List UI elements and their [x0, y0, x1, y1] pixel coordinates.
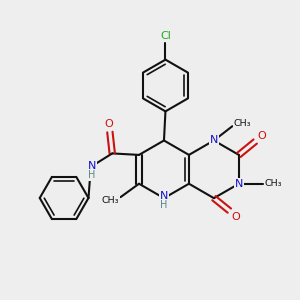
Text: Cl: Cl	[160, 32, 171, 41]
Text: CH₃: CH₃	[101, 196, 119, 205]
Text: CH₃: CH₃	[264, 179, 282, 188]
Text: N: N	[88, 161, 96, 171]
Text: O: O	[257, 130, 266, 141]
Text: N: N	[235, 179, 243, 189]
Text: H: H	[160, 200, 168, 210]
Text: CH₃: CH₃	[233, 119, 251, 128]
Text: N: N	[210, 136, 218, 146]
Text: O: O	[104, 119, 113, 129]
Text: N: N	[160, 191, 168, 201]
Text: H: H	[88, 170, 95, 180]
Text: O: O	[232, 212, 240, 222]
